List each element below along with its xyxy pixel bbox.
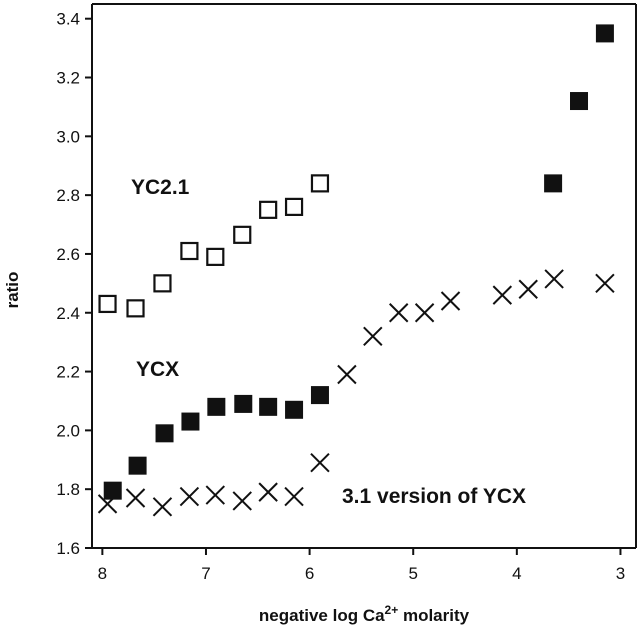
y-tick-label: 3.0 xyxy=(56,127,80,146)
ycx-point xyxy=(234,394,253,413)
ycx-point xyxy=(570,92,589,111)
ycx-31-point xyxy=(595,273,615,294)
y-tick-label: 2.6 xyxy=(56,245,80,264)
ycx-31-point xyxy=(284,486,304,507)
x-tick-label: 6 xyxy=(305,564,314,583)
x-ticks: 8 7 6 5 4 3 xyxy=(98,548,625,583)
yc21-point xyxy=(153,274,172,293)
y-ticks: 1.6 1.8 2.0 2.2 2.4 2.6 2.8 3.0 3.2 3.4 xyxy=(56,10,92,558)
x-axis-title-main: negative log Ca xyxy=(259,606,385,625)
ycx-31-point xyxy=(152,497,173,517)
y-tick-label: 2.8 xyxy=(56,186,80,205)
ycx-point xyxy=(259,397,278,416)
series-label-ycx-31: 3.1 version of YCX xyxy=(342,485,526,508)
y-tick-label: 3.2 xyxy=(56,69,80,88)
ycx-31-point xyxy=(389,303,409,323)
ycx-31-point xyxy=(440,291,461,311)
series-label-yc21: YC2.1 xyxy=(131,176,190,199)
ycx-31-point xyxy=(205,485,226,505)
ycx-31-point xyxy=(179,486,200,507)
ycx-point xyxy=(285,400,304,419)
ycx-31-point xyxy=(518,279,538,299)
yc21-point xyxy=(284,197,304,216)
ycx-point xyxy=(544,174,563,193)
ycx-31-point xyxy=(544,269,564,289)
series-label-ycx: YCX xyxy=(136,358,179,381)
yc21-point xyxy=(310,174,330,193)
yc21-point xyxy=(126,299,145,318)
ycx-point xyxy=(155,424,174,443)
ycx-31-point xyxy=(492,285,513,305)
y-tick-label: 3.4 xyxy=(56,10,80,29)
yc21-point xyxy=(180,241,199,261)
yc21-point xyxy=(259,200,278,219)
x-tick-label: 8 xyxy=(98,564,107,583)
axes xyxy=(91,3,637,549)
y-tick-label: 1.8 xyxy=(56,480,80,499)
y-tick-label: 1.6 xyxy=(56,539,80,558)
ycx-31-point xyxy=(310,453,330,473)
ycx-point xyxy=(103,481,122,500)
ycx-point xyxy=(181,412,200,431)
ycx-31-point xyxy=(125,488,146,508)
x-axis-title-suffix: molarity xyxy=(398,606,469,625)
data-marks xyxy=(97,24,615,517)
y-tick-label: 2.2 xyxy=(56,363,80,382)
ycx-31-point xyxy=(363,326,383,346)
ycx-31-point xyxy=(337,364,357,385)
y-axis-title: ratio xyxy=(3,272,22,309)
yc21-point xyxy=(233,225,252,244)
ycx-31-point xyxy=(232,491,252,511)
ycx-31-point xyxy=(258,482,278,502)
ycx-31-point xyxy=(414,303,435,323)
x-tick-label: 3 xyxy=(616,564,625,583)
yc21-point xyxy=(206,247,225,266)
x-axis-title-superscript: 2+ xyxy=(385,603,399,617)
ycx-point xyxy=(595,24,614,43)
ycx-point xyxy=(310,386,329,405)
x-tick-label: 7 xyxy=(201,564,210,583)
ycx-31-point xyxy=(97,494,118,514)
x-axis-title: negative log Ca2+ molarity xyxy=(259,603,470,625)
y-tick-label: 2.0 xyxy=(56,421,80,440)
x-tick-label: 4 xyxy=(512,564,521,583)
x-tick-label: 5 xyxy=(408,564,417,583)
ycx-point xyxy=(207,397,226,416)
y-tick-label: 2.4 xyxy=(56,304,80,323)
ycx-point xyxy=(128,456,147,475)
yc21-point xyxy=(98,294,117,314)
